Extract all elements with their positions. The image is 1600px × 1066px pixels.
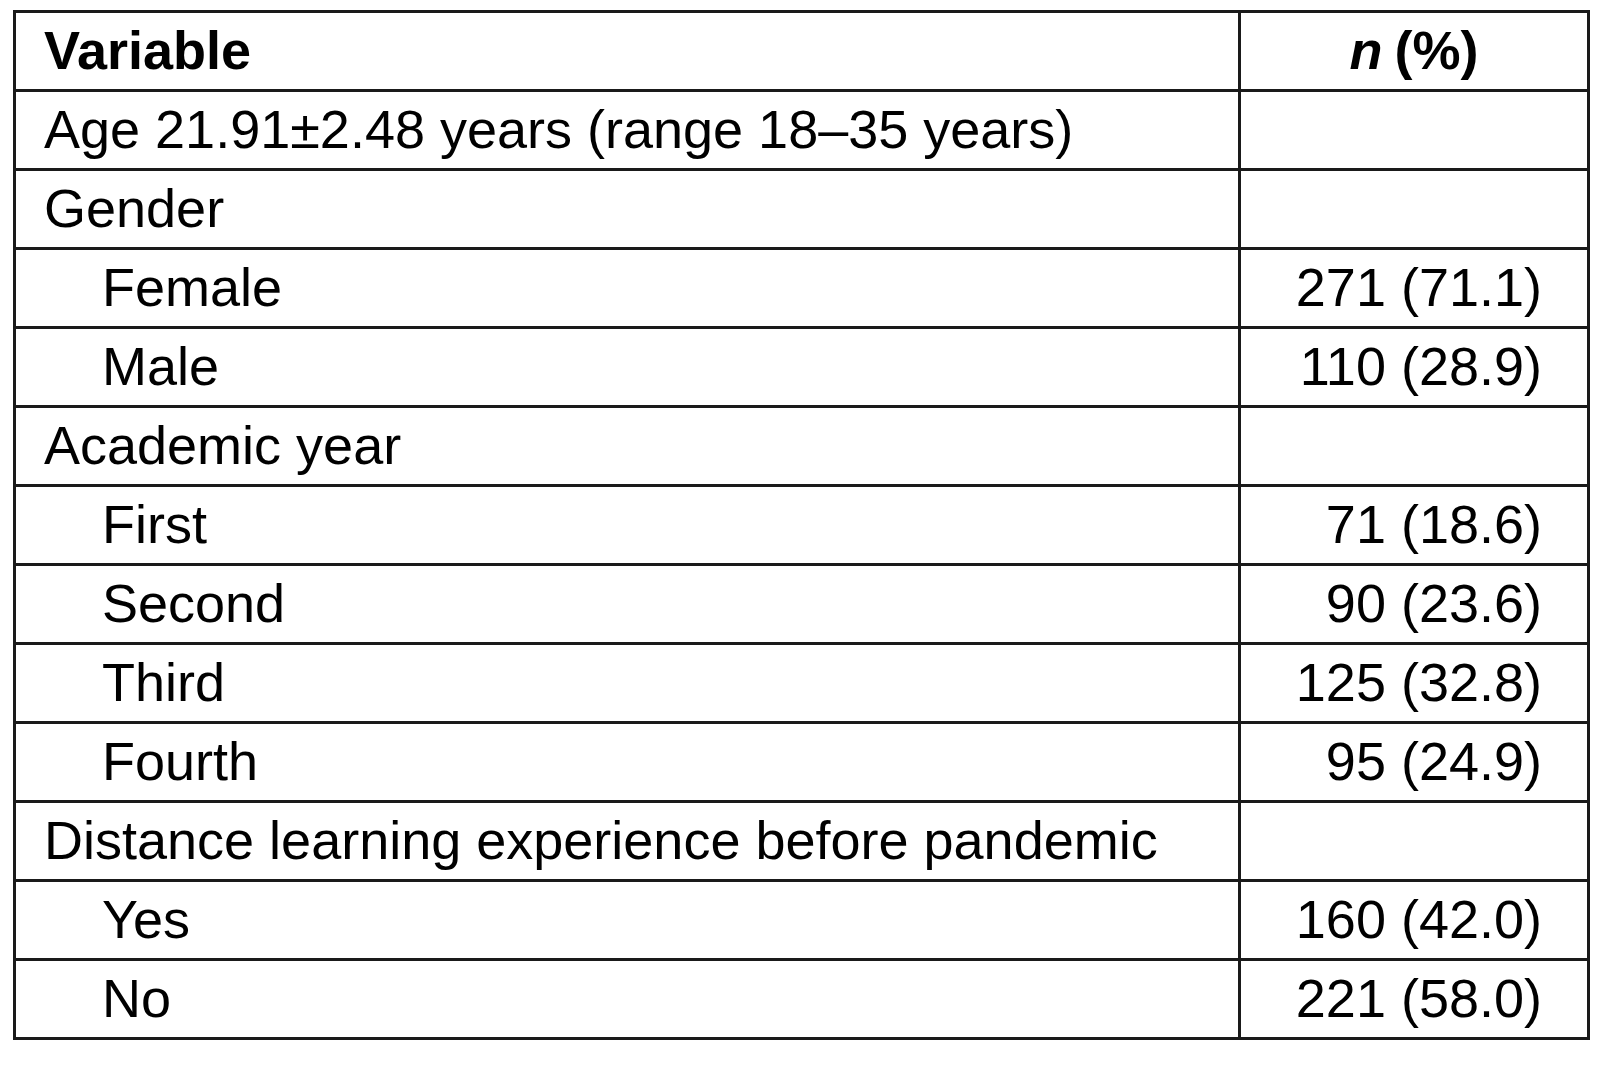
value-cell <box>1240 170 1589 249</box>
table-container: Variable n(%) Age 21.91±2.48 years (rang… <box>0 0 1600 1040</box>
table-row: Age 21.91±2.48 years (range 18–35 years) <box>15 91 1589 170</box>
table-row: Third 125 (32.8) <box>15 644 1589 723</box>
value-cell: 125 (32.8) <box>1240 644 1589 723</box>
value-cell <box>1240 91 1589 170</box>
percent-label: (%) <box>1394 20 1478 80</box>
value-cell: 221 (58.0) <box>1240 960 1589 1039</box>
table-row: Fourth 95 (24.9) <box>15 723 1589 802</box>
column-header-n-percent: n(%) <box>1240 12 1589 91</box>
table-row: First 71 (18.6) <box>15 486 1589 565</box>
value-cell: 95 (24.9) <box>1240 723 1589 802</box>
value-cell: 271 (71.1) <box>1240 249 1589 328</box>
n-symbol: n <box>1350 20 1383 80</box>
table-row: Distance learning experience before pand… <box>15 802 1589 881</box>
table-row: Yes 160 (42.0) <box>15 881 1589 960</box>
table-row: Gender <box>15 170 1589 249</box>
table-row: Second 90 (23.6) <box>15 565 1589 644</box>
variable-cell: Female <box>15 249 1240 328</box>
variable-cell: Gender <box>15 170 1240 249</box>
variable-cell: Second <box>15 565 1240 644</box>
table-row: Male 110 (28.9) <box>15 328 1589 407</box>
variable-cell: Yes <box>15 881 1240 960</box>
table-row: No 221 (58.0) <box>15 960 1589 1039</box>
variable-cell: Age 21.91±2.48 years (range 18–35 years) <box>15 91 1240 170</box>
column-header-variable: Variable <box>15 12 1240 91</box>
variable-cell: Distance learning experience before pand… <box>15 802 1240 881</box>
variable-cell: First <box>15 486 1240 565</box>
table-body: Age 21.91±2.48 years (range 18–35 years)… <box>15 91 1589 1039</box>
value-cell <box>1240 407 1589 486</box>
demographics-table: Variable n(%) Age 21.91±2.48 years (rang… <box>13 10 1590 1040</box>
value-cell: 71 (18.6) <box>1240 486 1589 565</box>
variable-cell: Male <box>15 328 1240 407</box>
table-row: Female 271 (71.1) <box>15 249 1589 328</box>
value-cell: 110 (28.9) <box>1240 328 1589 407</box>
table-header: Variable n(%) <box>15 12 1589 91</box>
variable-cell: Fourth <box>15 723 1240 802</box>
variable-cell: Third <box>15 644 1240 723</box>
value-cell: 90 (23.6) <box>1240 565 1589 644</box>
table-row: Academic year <box>15 407 1589 486</box>
variable-cell: No <box>15 960 1240 1039</box>
value-cell <box>1240 802 1589 881</box>
variable-cell: Academic year <box>15 407 1240 486</box>
header-row: Variable n(%) <box>15 12 1589 91</box>
value-cell: 160 (42.0) <box>1240 881 1589 960</box>
